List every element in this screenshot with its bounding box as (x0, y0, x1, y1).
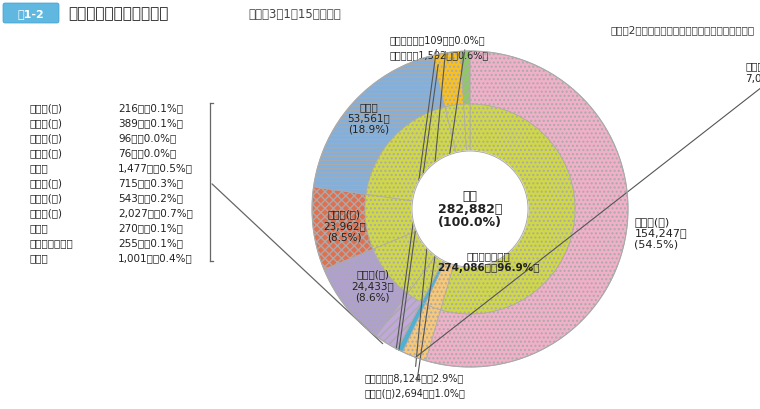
Text: 行政職(二)2,694人（1.0%）: 行政職(二)2,694人（1.0%） (365, 51, 466, 397)
Text: 研究職: 研究職 (30, 163, 49, 173)
Text: 総数: 総数 (463, 190, 477, 203)
Wedge shape (425, 262, 454, 310)
Text: 282,882人: 282,882人 (438, 203, 502, 216)
Wedge shape (432, 52, 464, 108)
Text: 任期付職員1,592人（0.6%）: 任期付職員1,592人（0.6%） (390, 50, 489, 351)
Wedge shape (422, 261, 445, 304)
Wedge shape (441, 105, 575, 314)
Text: 389人（0.1%）: 389人（0.1%） (118, 118, 183, 128)
Text: 医療職(三): 医療職(三) (30, 207, 63, 218)
Wedge shape (402, 304, 441, 361)
Text: 専門行政職8,124人（2.9%）: 専門行政職8,124人（2.9%） (365, 52, 464, 382)
Text: 職員の俸給表別在職状況: 職員の俸給表別在職状況 (68, 7, 169, 21)
Text: 図1-2: 図1-2 (17, 9, 44, 19)
Wedge shape (324, 249, 407, 336)
Text: 96人（0.0%）: 96人（0.0%） (118, 133, 176, 143)
Wedge shape (373, 231, 435, 294)
Text: (100.0%): (100.0%) (438, 216, 502, 229)
Text: 1,477人（0.5%）: 1,477人（0.5%） (118, 163, 193, 173)
Text: 76人（0.0%）: 76人（0.0%） (118, 148, 176, 157)
Text: 行政職(一)
154,247人
(54.5%): 行政職(一) 154,247人 (54.5%) (635, 216, 687, 249)
Text: 216人（0.1%）: 216人（0.1%） (118, 103, 183, 113)
Wedge shape (312, 187, 373, 270)
Text: 海事職(一): 海事職(一) (30, 103, 63, 113)
Text: 福祉職: 福祉職 (30, 222, 49, 232)
Wedge shape (426, 52, 628, 367)
Text: 任期付研究員109人（0.0%）: 任期付研究員109人（0.0%） (390, 35, 486, 349)
Text: （令和2年度一般職の国家公務員の任用状況調査）: （令和2年度一般職の国家公務員の任用状況調査） (611, 25, 755, 35)
Text: 指定職: 指定職 (30, 252, 49, 262)
Text: 公安職(二)
24,433人
(8.6%): 公安職(二) 24,433人 (8.6%) (351, 269, 394, 302)
Wedge shape (397, 303, 425, 352)
Text: 715人（0.3%）: 715人（0.3%） (118, 178, 183, 188)
Text: （令和3年1月15日現在）: （令和3年1月15日現在） (248, 9, 340, 21)
Text: 海事職(二): 海事職(二) (30, 118, 63, 128)
Text: 税務職
53,561人
(18.9%): 税務職 53,561人 (18.9%) (347, 101, 390, 135)
Wedge shape (407, 256, 443, 302)
Wedge shape (397, 302, 422, 349)
FancyBboxPatch shape (3, 4, 59, 24)
Text: 270人（0.1%）: 270人（0.1%） (118, 222, 183, 232)
Text: 543人（0.2%）: 543人（0.2%） (118, 193, 183, 202)
Text: 医療職(二): 医療職(二) (30, 193, 63, 202)
Wedge shape (314, 56, 445, 195)
Text: 公安職(一)
23,962人
(8.5%): 公安職(一) 23,962人 (8.5%) (323, 209, 366, 242)
Circle shape (412, 152, 528, 267)
Text: 教育職(一): 教育職(一) (30, 133, 63, 143)
Wedge shape (422, 261, 443, 303)
Wedge shape (461, 52, 470, 105)
Text: 255人（0.1%）: 255人（0.1%） (118, 237, 183, 247)
Wedge shape (376, 294, 422, 349)
Text: 医療職(一): 医療職(一) (30, 178, 63, 188)
Text: 専門スタッフ職: 専門スタッフ職 (30, 237, 74, 247)
Text: 給与法適用職員
274,086人（96.9%）: 給与法適用職員 274,086人（96.9%） (437, 251, 540, 272)
Text: 行政執行法人職員
7,095人（2.5%）: 行政執行法人職員 7,095人（2.5%） (415, 61, 760, 358)
Text: 1,001人（0.4%）: 1,001人（0.4%） (118, 252, 193, 262)
Text: 教育職(二): 教育職(二) (30, 148, 63, 157)
Wedge shape (366, 108, 456, 201)
Text: 2,027人（0.7%）: 2,027人（0.7%） (118, 207, 193, 218)
Wedge shape (464, 105, 470, 152)
Wedge shape (445, 105, 467, 153)
Wedge shape (365, 195, 416, 249)
